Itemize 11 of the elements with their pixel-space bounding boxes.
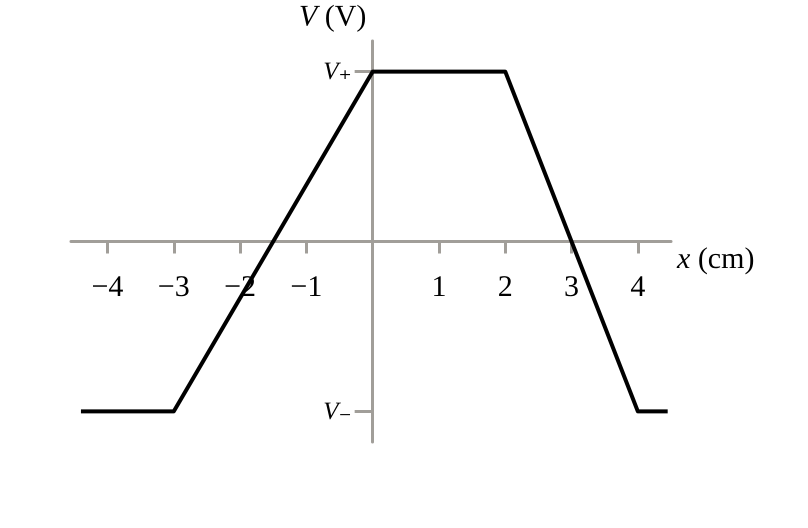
annotation: V₊ [323,58,352,86]
x-tick-label: −1 [290,270,322,303]
y-axis-title: V (V) [298,0,366,32]
x-tick-label: −3 [158,270,190,303]
x-axis-title: x (cm) [676,242,754,275]
x-tick-label: −4 [92,270,124,303]
x-tick-label: 3 [564,270,580,303]
x-tick-label: 1 [431,270,446,303]
annotation: V₋ [323,398,352,425]
x-tick-label: 2 [498,270,513,303]
x-tick-label: 4 [630,270,646,303]
